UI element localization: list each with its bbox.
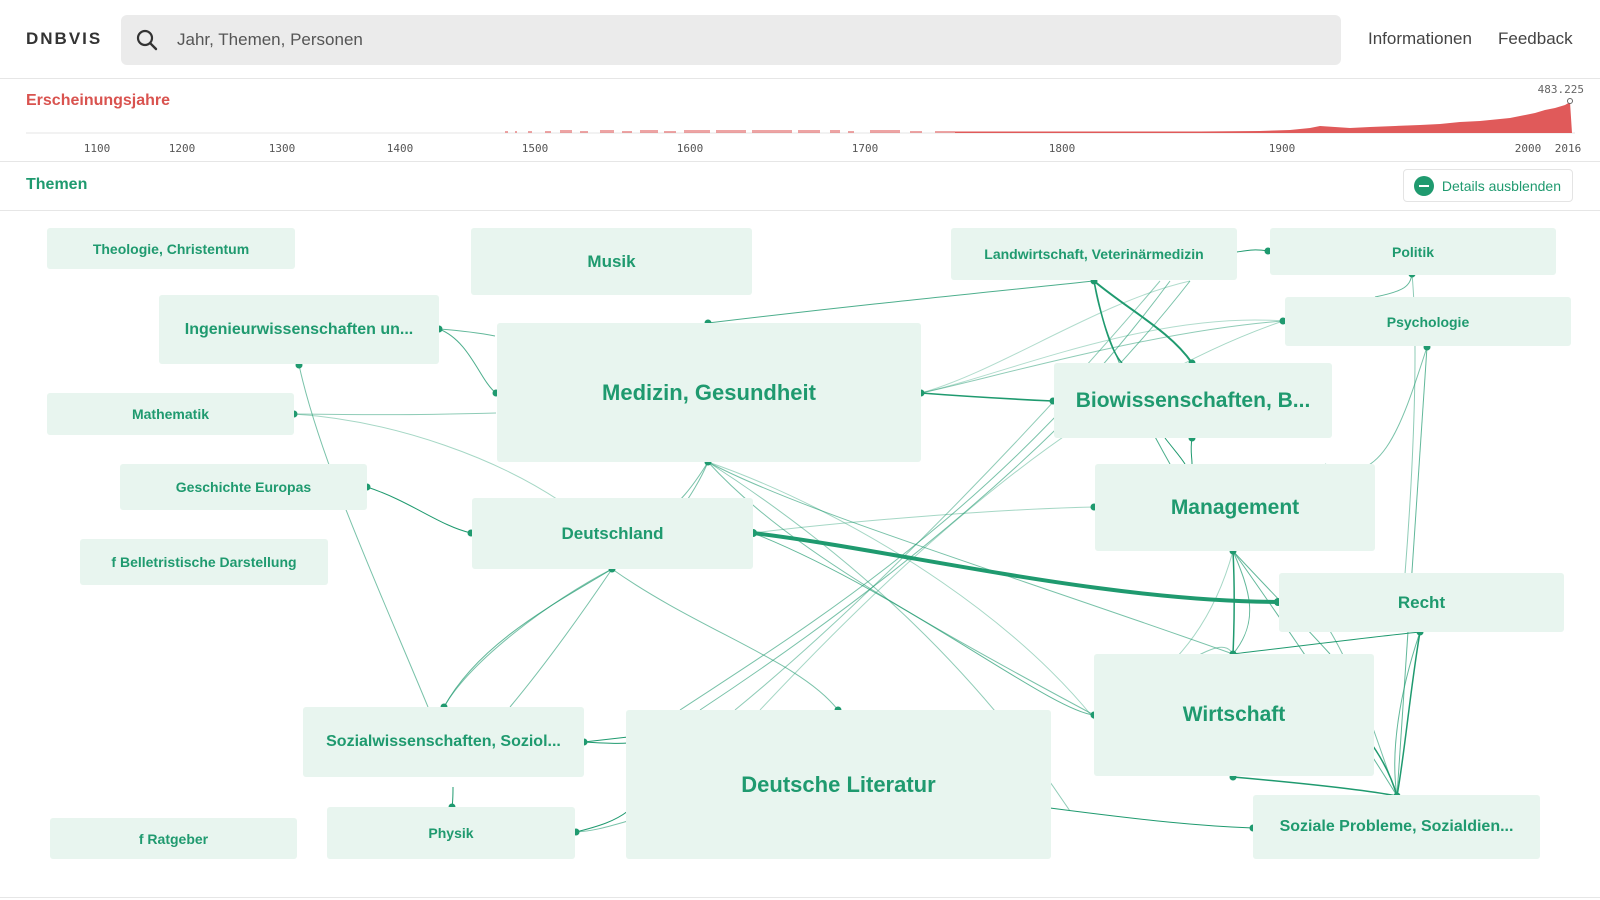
edge	[1396, 631, 1421, 797]
edge	[575, 810, 629, 833]
themes-graph[interactable]: Theologie, Christentum Musik Landwirtsch…	[0, 211, 1600, 900]
edge	[611, 568, 839, 711]
timeline-tick: 1800	[1048, 142, 1076, 155]
timeline-tick: 1900	[1268, 142, 1296, 155]
edge	[366, 486, 472, 534]
theme-node-wirtschaft[interactable]: Wirtschaft	[1094, 654, 1374, 776]
theme-node-physik[interactable]: Physik	[327, 807, 575, 859]
theme-node-recht[interactable]: Recht	[1279, 573, 1564, 632]
theme-node-soziale-probleme[interactable]: Soziale Probleme, Sozialdien...	[1253, 795, 1540, 859]
edge	[1232, 550, 1251, 655]
timeline-title: Erscheinungsjahre	[26, 92, 171, 109]
theme-node-geschichte-europas[interactable]: Geschichte Europas	[120, 464, 367, 510]
toggle-details-button[interactable]: Details ausblenden	[1402, 169, 1573, 202]
theme-node-ingenieurwissenschaften[interactable]: Ingenieurwissenschaften un...	[159, 295, 439, 364]
edge	[707, 280, 1095, 324]
edge	[509, 568, 613, 708]
timeline-tick: 1200	[168, 142, 196, 155]
edge	[1374, 273, 1413, 298]
timeline-tick: 1600	[676, 142, 704, 155]
theme-node-belletristische-darstellung[interactable]: f Belletristische Darstellung	[80, 539, 328, 585]
edge	[752, 506, 1095, 534]
theme-node-ratgeber[interactable]: f Ratgeber	[50, 818, 297, 859]
theme-node-management[interactable]: Management	[1095, 464, 1375, 551]
edge	[443, 568, 613, 708]
theme-node-politik[interactable]: Politik	[1270, 228, 1556, 275]
bottom-divider	[0, 897, 1600, 898]
top-bar: DNBVIS Informationen Feedback	[0, 0, 1600, 79]
edge	[1232, 631, 1421, 655]
timeline-tick: 1100	[83, 142, 111, 155]
edge	[1093, 280, 1193, 364]
edge	[1093, 280, 1123, 364]
search-bar[interactable]	[121, 15, 1341, 65]
edge	[583, 736, 629, 743]
theme-node-deutschland[interactable]: Deutschland	[472, 498, 753, 569]
edge	[1190, 437, 1193, 465]
edge	[1232, 550, 1235, 655]
themes-title: Themen	[26, 176, 88, 193]
edge	[438, 328, 496, 337]
timeline-histogram[interactable]	[0, 79, 1600, 161]
edge	[1049, 807, 1254, 829]
nav-informationen-link[interactable]: Informationen	[1368, 29, 1472, 48]
theme-node-theologie[interactable]: Theologie, Christentum	[47, 228, 295, 269]
edge	[1232, 776, 1398, 797]
theme-node-landwirtschaft[interactable]: Landwirtschaft, Veterinärmedizin	[951, 228, 1237, 280]
timeline-area	[955, 102, 1572, 133]
timeline-max-marker	[1567, 98, 1573, 104]
timeline-tick: 2000	[1514, 142, 1542, 155]
theme-node-psychologie[interactable]: Psychologie	[1285, 297, 1571, 346]
timeline-tick: 1400	[386, 142, 414, 155]
edge	[438, 328, 497, 394]
timeline-tick: 1300	[268, 142, 296, 155]
edge	[583, 741, 629, 744]
edge	[1324, 346, 1428, 471]
theme-node-medizin-gesundheit[interactable]: Medizin, Gesundheit	[497, 323, 921, 462]
edge	[920, 392, 1054, 402]
search-input[interactable]	[177, 15, 1317, 65]
theme-node-musik[interactable]: Musik	[471, 228, 752, 295]
theme-node-deutsche-literatur[interactable]: Deutsche Literatur	[626, 710, 1051, 859]
themes-header: Themen Details ausblenden	[0, 162, 1600, 211]
timeline-tick: 2016	[1554, 142, 1582, 155]
edge	[298, 364, 429, 708]
nav-feedback-link[interactable]: Feedback	[1498, 29, 1573, 48]
edge	[451, 786, 454, 808]
search-icon	[136, 29, 158, 51]
timeline-early-marks	[505, 130, 955, 133]
timeline-tick: 1500	[521, 142, 549, 155]
edge	[1396, 346, 1428, 797]
edge	[707, 461, 1095, 716]
edge	[752, 532, 1095, 716]
edge	[575, 820, 629, 833]
timeline-max-label: 483.225	[1537, 83, 1584, 96]
edge	[1236, 249, 1269, 253]
edge	[1164, 437, 1186, 465]
publication-years-timeline[interactable]: Erscheinungsjahre 483.225 1100 1200 1300…	[0, 79, 1600, 162]
timeline-tick: 1700	[851, 142, 879, 155]
theme-node-biowissenschaften[interactable]: Biowissenschaften, B...	[1054, 363, 1332, 438]
toggle-details-label: Details ausblenden	[1441, 177, 1561, 194]
edge	[1394, 631, 1421, 797]
edge	[443, 568, 613, 708]
edge	[293, 412, 497, 416]
theme-node-sozialwissenschaften[interactable]: Sozialwissenschaften, Soziol...	[303, 707, 584, 777]
theme-node-mathematik[interactable]: Mathematik	[47, 393, 294, 435]
app-logo[interactable]: DNBVIS	[26, 29, 103, 48]
minus-circle-icon	[1413, 175, 1434, 196]
